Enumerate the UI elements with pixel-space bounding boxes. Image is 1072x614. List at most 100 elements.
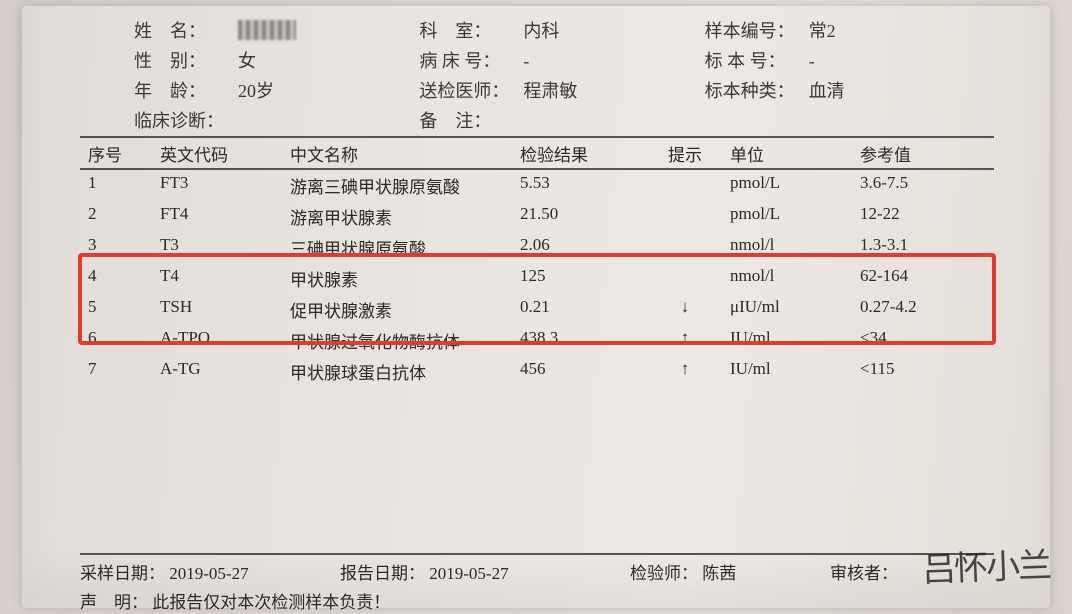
label-tester: 检验师： (630, 564, 698, 583)
cell-ref: 3.6-7.5 (860, 173, 994, 198)
field-doctor: 送检医师： 程肃敏 (419, 76, 704, 106)
bottom-rule (80, 553, 994, 555)
value-bed: - (523, 48, 529, 74)
col-value: 检验结果 (520, 141, 640, 166)
footer-sample-date: 采样日期： 2019-05-27 (80, 559, 340, 584)
cell-value: 125 (520, 266, 640, 291)
table-row: 4T4甲状腺素125nmol/l62-164 (80, 263, 994, 294)
cell-name: 甲状腺过氧化物酶抗体 (290, 328, 520, 353)
value-dept: 内科 (523, 18, 559, 44)
cell-value: 21.50 (520, 204, 640, 229)
cell-unit: IU/ml (730, 359, 860, 384)
table-header: 序号 英文代码 中文名称 检验结果 提示 单位 参考值 (80, 136, 994, 170)
label-sample-date: 采样日期： (80, 564, 165, 583)
footer-disclaimer: 声 明： 此报告仅对本次检测样本负责！ (80, 588, 994, 613)
field-name: 姓 名： (134, 16, 419, 46)
cell-name: 甲状腺素 (290, 266, 520, 291)
cell-flag (640, 173, 730, 198)
cell-name: 游离甲状腺素 (290, 204, 520, 229)
footer-report-date: 报告日期： 2019-05-27 (340, 559, 630, 584)
cell-flag: ↑ (640, 328, 730, 353)
label-doctor: 送检医师： (419, 78, 513, 104)
cell-unit: μIU/ml (730, 297, 860, 322)
cell-unit: nmol/l (730, 266, 860, 291)
cell-value: 438.3 (520, 328, 640, 353)
report-sheet: 姓 名： 科 室： 内科 样本编号： 常2 性 别： 女 病 床 号： - 标 (22, 6, 1050, 608)
cell-unit: pmol/L (730, 173, 860, 198)
field-spacer (705, 106, 990, 136)
label-reviewer: 审核者： (830, 564, 898, 583)
label-name: 姓 名： (134, 18, 228, 44)
footer-reviewer: 审核者： (830, 559, 898, 584)
field-spec-no: 标 本 号： - (705, 46, 990, 76)
cell-idx: 5 (80, 297, 160, 322)
cell-name: 三碘甲状腺原氨酸 (290, 235, 520, 260)
label-spec-no: 标 本 号： (705, 48, 799, 74)
value-sample-no: 常2 (809, 18, 836, 44)
cell-unit: nmol/l (730, 235, 860, 260)
cell-idx: 7 (80, 359, 160, 384)
col-unit: 单位 (730, 141, 860, 166)
cell-code: A-TG (160, 359, 290, 384)
col-flag: 提示 (640, 141, 730, 166)
label-spec-type: 标本种类： (705, 78, 799, 104)
report-footer: 采样日期： 2019-05-27 报告日期： 2019-05-27 检验师： 陈… (80, 559, 994, 613)
field-spec-type: 标本种类： 血清 (705, 76, 990, 106)
cell-idx: 6 (80, 328, 160, 353)
cell-ref: 0.27-4.2 (860, 297, 994, 322)
field-sample-no: 样本编号： 常2 (705, 16, 990, 46)
table-row: 2FT4游离甲状腺素21.50 pmol/L12-22 (80, 201, 994, 232)
col-code: 英文代码 (160, 141, 290, 166)
col-name: 中文名称 (290, 141, 520, 166)
label-disclaimer: 声 明： (80, 593, 148, 612)
field-age: 年 龄： 20岁 (134, 76, 419, 106)
table-row: 3T3三碘甲状腺原氨酸2.06nmol/l1.3-3.1 (80, 232, 994, 263)
label-diagnosis: 临床诊断： (134, 108, 228, 134)
label-remark: 备 注： (419, 108, 513, 134)
value-tester: 陈茜 (702, 564, 736, 583)
cell-name: 游离三碘甲状腺原氨酸 (290, 173, 520, 198)
cell-idx: 1 (80, 173, 160, 198)
col-ref: 参考值 (860, 141, 994, 166)
footer-tester: 检验师： 陈茜 (630, 559, 830, 584)
label-age: 年 龄： (134, 78, 228, 104)
redacted-name (238, 20, 296, 40)
label-report-date: 报告日期： (340, 564, 425, 583)
cell-ref: 1.3-3.1 (860, 235, 994, 260)
cell-value: 0.21 (520, 297, 640, 322)
cell-value: 456 (520, 359, 640, 384)
value-name (238, 18, 296, 44)
table-row: 7A-TG甲状腺球蛋白抗体456↑IU/ml<115 (80, 356, 994, 387)
cell-code: FT3 (160, 173, 290, 198)
cell-unit: pmol/L (730, 204, 860, 229)
value-spec-type: 血清 (809, 78, 845, 104)
value-disclaimer: 此报告仅对本次检测样本负责！ (152, 593, 390, 612)
cell-idx: 2 (80, 204, 160, 229)
cell-name: 促甲状腺激素 (290, 297, 520, 322)
cell-code: FT4 (160, 204, 290, 229)
value-sex: 女 (238, 48, 256, 74)
cell-value: 5.53 (520, 173, 640, 198)
value-doctor: 程肃敏 (523, 78, 577, 104)
value-sample-date: 2019-05-27 (169, 564, 248, 583)
label-dept: 科 室： (419, 18, 513, 44)
cell-code: T4 (160, 266, 290, 291)
value-age: 20岁 (238, 78, 274, 104)
field-dept: 科 室： 内科 (419, 16, 704, 46)
field-bed: 病 床 号： - (419, 46, 704, 76)
cell-unit: IU/ml (730, 328, 860, 353)
table-row: 5TSH促甲状腺激素0.21↓μIU/ml0.27-4.2 (80, 294, 994, 325)
cell-idx: 4 (80, 266, 160, 291)
cell-name: 甲状腺球蛋白抗体 (290, 359, 520, 384)
cell-idx: 3 (80, 235, 160, 260)
label-bed: 病 床 号： (419, 48, 513, 74)
table-row: 6A-TPO甲状腺过氧化物酶抗体438.3↑IU/ml<34 (80, 325, 994, 356)
cell-ref: <34 (860, 328, 994, 353)
cell-code: A-TPO (160, 328, 290, 353)
cell-code: T3 (160, 235, 290, 260)
cell-flag (640, 266, 730, 291)
col-idx: 序号 (80, 141, 160, 166)
table-row: 1FT3游离三碘甲状腺原氨酸5.53 pmol/L3.6-7.5 (80, 170, 994, 201)
table-body: 1FT3游离三碘甲状腺原氨酸5.53 pmol/L3.6-7.5 2FT4游离甲状腺… (80, 170, 994, 387)
cell-ref: 12-22 (860, 204, 994, 229)
